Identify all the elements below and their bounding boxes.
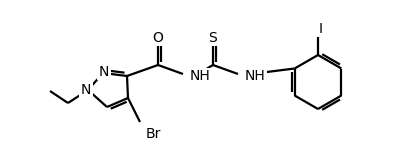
Text: S: S bbox=[208, 31, 218, 45]
Text: I: I bbox=[319, 22, 323, 36]
Text: N: N bbox=[81, 83, 91, 97]
Text: Br: Br bbox=[146, 127, 162, 141]
Text: NH: NH bbox=[245, 69, 266, 83]
Text: N: N bbox=[99, 65, 109, 79]
Text: NH: NH bbox=[190, 69, 211, 83]
Text: O: O bbox=[152, 31, 164, 45]
